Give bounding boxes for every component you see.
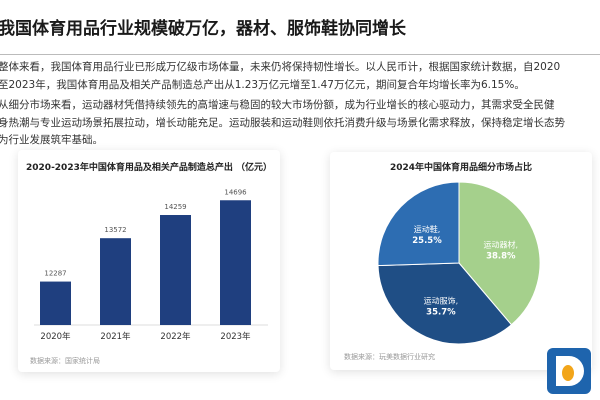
slice-label: 运动鞋, xyxy=(414,224,441,234)
pie-chart-card: 2024年中国体育用品细分市场占比 运动器材, 38.8% 运动服饰, 35.7% 运动… xyxy=(330,152,592,370)
bar-chart-title: 2020-2023年中国体育用品及相关产品制造总产出 （亿元） xyxy=(26,163,272,173)
pie-chart-title: 2024年中国体育用品细分市场占比 xyxy=(389,163,533,173)
bar-chart: 12287 2020年 13572 2021年 14259 2022年 14696 2023年 xyxy=(34,188,268,342)
bar xyxy=(40,281,71,325)
logo-d-icon xyxy=(556,356,584,386)
pie-chart: 运动器材, 38.8% 运动服饰, 35.7% 运动鞋, 25.5% xyxy=(377,181,541,345)
text-line: 为行业发展筑牢基础。 xyxy=(0,134,103,146)
pie-slice xyxy=(458,181,541,326)
x-tick-label: 2021年 xyxy=(100,331,131,342)
data-label: 13572 xyxy=(104,226,126,234)
slice-percent: 35.7% xyxy=(426,308,456,318)
slice-label: 运动器材, xyxy=(484,240,519,250)
paragraph-1: 整体来看，我国体育用品行业已形成万亿级市场体量，未来仍将保持韧性增长。以人民币计… xyxy=(0,59,560,94)
divider xyxy=(0,54,600,55)
pie-slice xyxy=(377,262,513,345)
pie-slice xyxy=(377,181,460,267)
x-tick-label: 2020年 xyxy=(40,331,71,342)
bar-chart-source: 数据来源：国家统计局 xyxy=(30,357,100,365)
bar-chart-card: 2020-2023年中国体育用品及相关产品制造总产出 （亿元） 12287 202… xyxy=(18,150,280,372)
x-tick-label: 2023年 xyxy=(220,331,251,342)
page-title: 我国体育用品行业规模破万亿，器材、服饰鞋协同增长 xyxy=(0,19,406,39)
x-tick-label: 2022年 xyxy=(160,331,191,342)
bar xyxy=(160,215,191,325)
slice-percent: 38.8% xyxy=(486,252,516,262)
slice-percent: 25.5% xyxy=(412,236,442,246)
text-line: 身热潮与专业运动场景拓展拉动，增长动能充足。运动服装和运动鞋则依托消费升级与场景… xyxy=(0,116,565,129)
slice-label: 运动服饰, xyxy=(424,296,459,306)
data-label: 14259 xyxy=(164,203,186,211)
brand-logo xyxy=(547,348,591,394)
text-line: 整体来看，我国体育用品行业已形成万亿级市场体量，未来仍将保持韧性增长。以人民币计… xyxy=(0,61,561,73)
text-line: 至2023年，我国体育用品及相关产品制造总产出从1.23万亿元增至1.47万亿元… xyxy=(0,78,525,91)
pie-chart-source: 数据来源：玩美数据行业研究 xyxy=(344,353,435,361)
text-line: 从细分市场来看，运动器材凭借持续领先的高增速与稳固的较大市场份额，成为行业增长的… xyxy=(0,99,555,111)
paragraph-2: 从细分市场来看，运动器材凭借持续领先的高增速与稳固的较大市场份额，成为行业增长的… xyxy=(0,97,565,150)
bar xyxy=(220,200,251,325)
data-label: 14696 xyxy=(224,188,247,196)
data-label: 12287 xyxy=(44,270,66,278)
bar xyxy=(100,238,131,325)
